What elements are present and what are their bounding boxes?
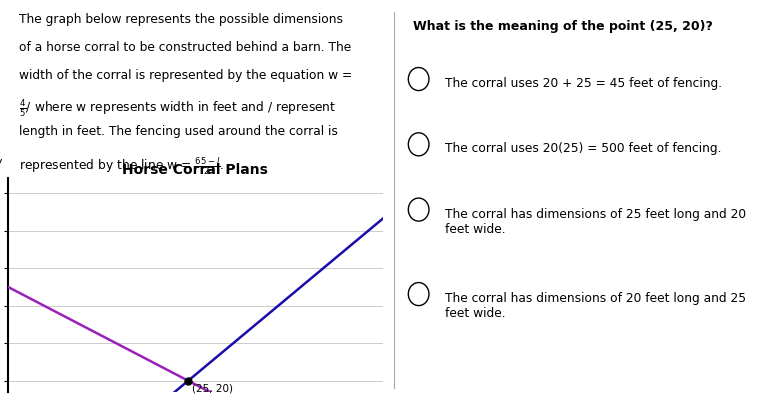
Text: What is the meaning of the point (25, 20)?: What is the meaning of the point (25, 20… [413,20,713,32]
Text: The corral has dimensions of 25 feet long and 20
feet wide.: The corral has dimensions of 25 feet lon… [445,208,746,236]
Text: The corral uses 20 + 25 = 45 feet of fencing.: The corral uses 20 + 25 = 45 feet of fen… [445,77,722,90]
Text: The graph below represents the possible dimensions: The graph below represents the possible … [19,13,343,26]
Text: length in feet. The fencing used around the corral is: length in feet. The fencing used around … [19,125,338,138]
Title: Horse Corral Plans: Horse Corral Plans [123,163,269,177]
Text: of a horse corral to be constructed behind a barn. The: of a horse corral to be constructed behi… [19,41,351,54]
Text: represented by the line w = $\frac{65-l}{2}$.: represented by the line w = $\frac{65-l}… [19,156,224,177]
Text: (25, 20): (25, 20) [192,384,233,394]
Text: The corral has dimensions of 20 feet long and 25
feet wide.: The corral has dimensions of 20 feet lon… [445,292,746,320]
Text: The corral uses 20(25) = 500 feet of fencing.: The corral uses 20(25) = 500 feet of fen… [445,142,722,155]
Text: $\frac{4}{5}$/ where w represents width in feet and / represent: $\frac{4}{5}$/ where w represents width … [19,97,337,119]
Text: width of the corral is represented by the equation w =: width of the corral is represented by th… [19,69,352,82]
Text: w: w [0,156,2,169]
